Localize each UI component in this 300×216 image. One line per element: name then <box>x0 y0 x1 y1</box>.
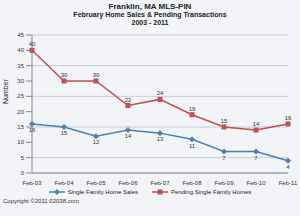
svg-text:4: 4 <box>286 164 290 170</box>
html-text:Single Family Home Sales: Single Family Home Sales <box>67 189 138 195</box>
svg-text:Feb-08: Feb-08 <box>182 180 202 186</box>
svg-text:22: 22 <box>125 97 132 103</box>
svg-text:0: 0 <box>21 170 25 176</box>
svg-text:Feb-03: Feb-03 <box>22 180 42 186</box>
svg-text:12: 12 <box>93 139 100 145</box>
svg-text:16: 16 <box>29 127 36 133</box>
html-text:Pending Single Family Homes: Pending Single Family Homes <box>171 189 252 195</box>
svg-text:Feb-05: Feb-05 <box>86 180 106 186</box>
svg-text:19: 19 <box>189 106 196 112</box>
svg-text:Feb-10: Feb-10 <box>246 180 266 186</box>
svg-text:15: 15 <box>221 118 228 124</box>
svg-text:24: 24 <box>157 90 164 96</box>
svg-text:15: 15 <box>17 124 24 130</box>
html-text:2003 - 2011: 2003 - 2011 <box>131 19 169 26</box>
svg-text:40: 40 <box>29 41 36 47</box>
svg-text:13: 13 <box>157 136 164 142</box>
svg-text:Feb-06: Feb-06 <box>118 180 138 186</box>
svg-text:11: 11 <box>189 143 196 149</box>
svg-text:15: 15 <box>61 130 68 136</box>
svg-text:16: 16 <box>285 115 292 121</box>
svg-text:14: 14 <box>125 133 132 139</box>
svg-text:20: 20 <box>17 109 24 115</box>
html-text:Copyright ©2011 02038.com: Copyright ©2011 02038.com <box>3 198 79 204</box>
svg-text:7: 7 <box>222 155 226 161</box>
svg-text:5: 5 <box>21 155 25 161</box>
svg-text:25: 25 <box>17 93 24 99</box>
svg-text:45: 45 <box>17 32 24 38</box>
svg-text:Feb-11: Feb-11 <box>279 180 292 186</box>
svg-text:30: 30 <box>93 72 100 78</box>
html-text:February Home Sales & Pending: February Home Sales & Pending Transactio… <box>73 11 227 18</box>
html-text:Franklin, MA MLS-PIN: Franklin, MA MLS-PIN <box>108 2 192 11</box>
svg-text:Feb-04: Feb-04 <box>54 180 74 186</box>
svg-text:Number: Number <box>8 78 9 104</box>
svg-text:Feb-09: Feb-09 <box>214 180 234 186</box>
svg-text:30: 30 <box>17 78 24 84</box>
svg-text:40: 40 <box>17 47 24 53</box>
svg-text:Feb-07: Feb-07 <box>150 180 170 186</box>
svg-text:7: 7 <box>254 155 258 161</box>
svg-text:10: 10 <box>17 139 24 145</box>
svg-text:30: 30 <box>61 72 68 78</box>
svg-text:35: 35 <box>17 63 24 69</box>
svg-text:14: 14 <box>253 121 260 127</box>
